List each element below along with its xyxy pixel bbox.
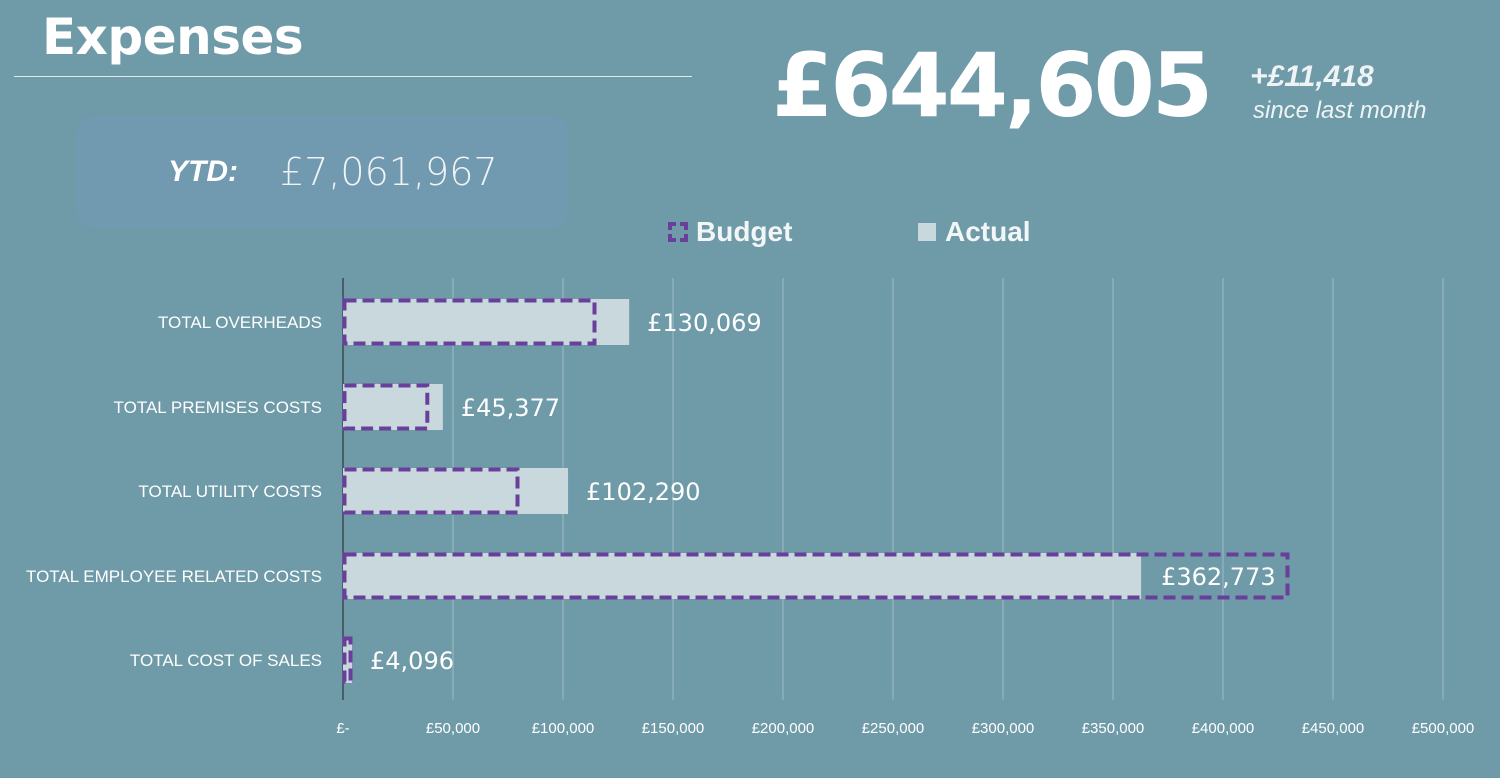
title-underline xyxy=(14,76,692,77)
monthly-change-caption: since last month xyxy=(1253,97,1427,124)
actual-swatch-icon xyxy=(918,223,936,241)
budget-bar xyxy=(342,383,430,431)
x-tick-label: £500,000 xyxy=(1412,720,1475,737)
ytd-label: YTD: xyxy=(168,155,238,188)
budget-swatch-icon xyxy=(668,222,688,242)
bar-value-label: £362,773 xyxy=(1161,563,1276,591)
monthly-change: +£11,418 xyxy=(1250,60,1374,93)
monthly-total: £644,605 xyxy=(772,34,1213,137)
x-tick-label: £- xyxy=(336,720,349,737)
bar-value-label: £4,096 xyxy=(370,647,454,675)
ytd-value: £7,061,967 xyxy=(280,150,498,194)
bar-value-label: £45,377 xyxy=(461,394,560,422)
actual-bar xyxy=(343,468,569,514)
bar-value-label: £102,290 xyxy=(586,478,701,506)
x-tick-label: £300,000 xyxy=(972,720,1035,737)
actual-bar xyxy=(343,637,353,683)
budget-bar xyxy=(342,552,1290,600)
x-tick-label: £200,000 xyxy=(752,720,815,737)
legend-label-actual: Actual xyxy=(945,216,1031,247)
x-tick-label: £450,000 xyxy=(1302,720,1365,737)
legend-label-budget: Budget xyxy=(696,216,793,247)
x-tick-label: £350,000 xyxy=(1082,720,1145,737)
x-tick-label: £400,000 xyxy=(1192,720,1255,737)
actual-bar xyxy=(343,299,630,345)
legend-item-actual: Actual xyxy=(918,216,1031,248)
bar-value-label: £130,069 xyxy=(647,309,762,337)
category-label: TOTAL COST OF SALES xyxy=(130,651,322,670)
legend-item-budget: Budget xyxy=(668,216,792,248)
actual-bar xyxy=(343,553,1142,599)
ytd-card xyxy=(76,116,568,228)
page-title: Expenses xyxy=(42,8,304,66)
budget-bar xyxy=(342,298,597,346)
x-tick-label: £100,000 xyxy=(532,720,595,737)
x-tick-label: £250,000 xyxy=(862,720,925,737)
category-label: TOTAL PREMISES COSTS xyxy=(114,398,322,417)
x-tick-label: £50,000 xyxy=(426,720,480,737)
actual-bar xyxy=(343,384,443,430)
chart-legend: Budget Actual xyxy=(0,216,1500,256)
budget-bar xyxy=(342,636,353,684)
category-label: TOTAL UTILITY COSTS xyxy=(138,482,322,501)
category-label: TOTAL OVERHEADS xyxy=(158,313,322,332)
x-tick-label: £150,000 xyxy=(642,720,705,737)
category-label: TOTAL EMPLOYEE RELATED COSTS xyxy=(26,567,322,586)
